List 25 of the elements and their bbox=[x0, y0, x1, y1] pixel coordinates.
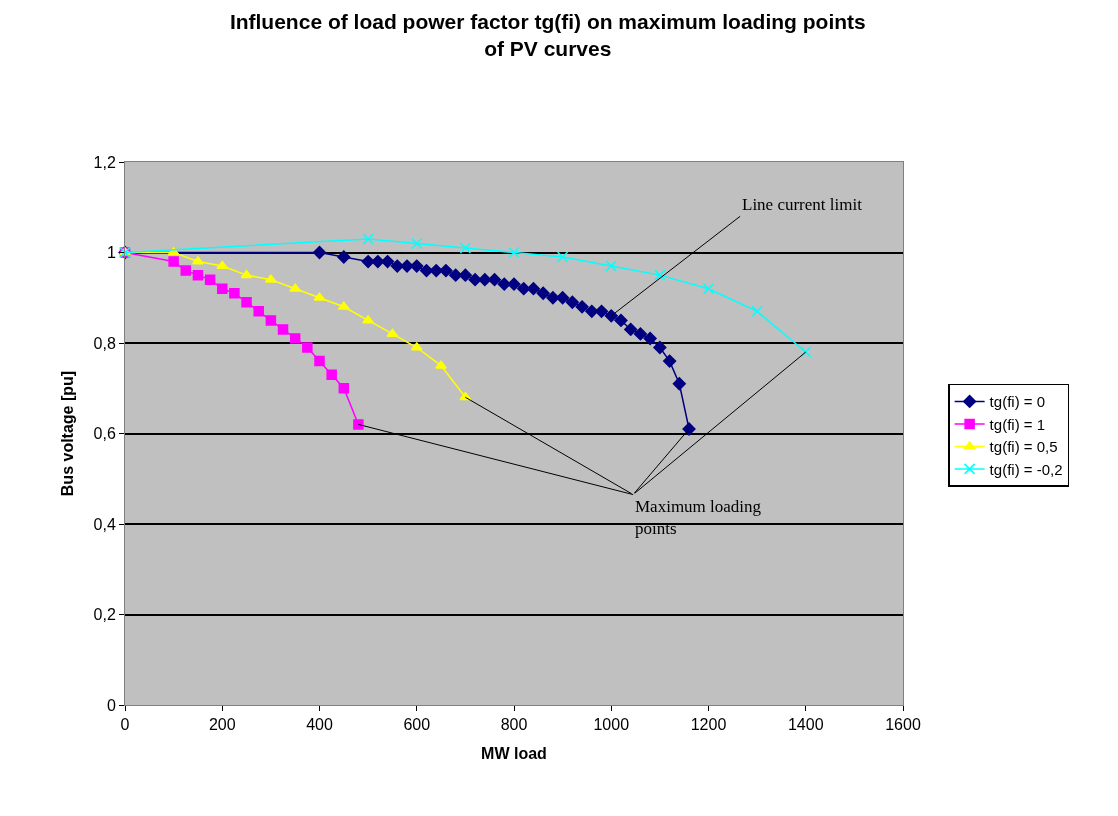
x-tick-label: 1200 bbox=[690, 716, 727, 734]
chart-title: Influence of load power factor tg(fi) on maximum loading points of PV curves bbox=[229, 9, 866, 60]
annotation: Line current limit bbox=[742, 195, 863, 214]
x-tick-label: 400 bbox=[306, 716, 333, 734]
y-tick-label: 1,2 bbox=[93, 153, 116, 171]
x-tick-label: 600 bbox=[403, 716, 431, 734]
x-tick-label: 800 bbox=[500, 716, 528, 734]
legend-label: tg(fi) = 0,5 bbox=[989, 438, 1058, 456]
x-tick-label: 200 bbox=[208, 716, 236, 734]
x-tick-label: 0 bbox=[120, 716, 130, 734]
x-tick-label: 1000 bbox=[593, 716, 630, 734]
y-tick-label: 0,2 bbox=[93, 606, 116, 624]
y-tick-label: 1 bbox=[106, 244, 116, 262]
legend-label: tg(fi) = 1 bbox=[989, 415, 1046, 433]
y-axis-title: Bus voltage [pu] bbox=[59, 370, 77, 497]
y-tick-label: 0 bbox=[106, 696, 116, 714]
legend-label: tg(fi) = 0 bbox=[989, 393, 1046, 411]
x-axis-title: MW load bbox=[481, 744, 547, 762]
y-tick-label: 0,6 bbox=[93, 425, 116, 443]
y-tick-label: 0,8 bbox=[93, 334, 116, 352]
legend-label: tg(fi) = -0,2 bbox=[989, 460, 1063, 478]
y-tick-label: 0,4 bbox=[93, 515, 116, 533]
x-tick-label: 1600 bbox=[885, 716, 921, 734]
x-tick-label: 1400 bbox=[787, 716, 824, 734]
annotation: Maximum loading points bbox=[635, 497, 762, 539]
